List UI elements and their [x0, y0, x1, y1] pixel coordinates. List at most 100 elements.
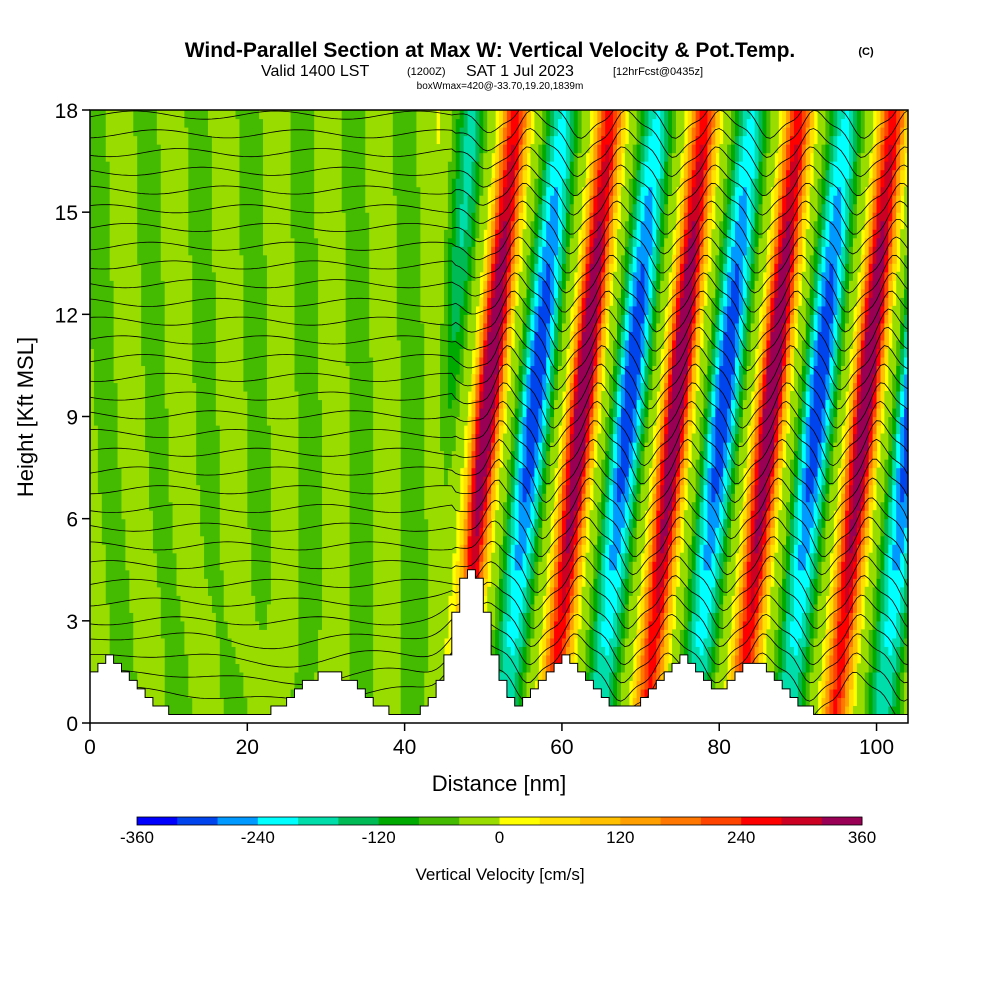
velocity-cell — [742, 254, 748, 298]
velocity-cell — [868, 280, 874, 298]
velocity-cell — [790, 135, 795, 162]
velocity-cell — [164, 407, 170, 723]
velocity-cell — [329, 110, 335, 723]
velocity-cell — [880, 144, 885, 171]
colorbar-swatch — [700, 817, 742, 825]
velocity-cell — [573, 348, 579, 358]
velocity-cell — [672, 110, 677, 154]
velocity-cell — [719, 476, 724, 503]
velocity-cell — [809, 127, 815, 154]
velocity-cell — [589, 467, 594, 486]
velocity-cell — [790, 271, 795, 298]
velocity-cell — [538, 178, 543, 205]
velocity-cell — [640, 322, 646, 358]
velocity-cell — [821, 144, 827, 179]
velocity-cell — [648, 254, 653, 298]
velocity-cell — [860, 339, 866, 349]
velocity-cell — [703, 373, 709, 409]
velocity-cell — [648, 561, 653, 588]
velocity-cell — [734, 161, 740, 188]
velocity-cell — [628, 595, 634, 682]
velocity-cell — [900, 373, 905, 392]
velocity-cell — [675, 297, 681, 315]
velocity-cell — [829, 322, 834, 358]
velocity-cell — [774, 110, 779, 154]
velocity-cell — [557, 459, 563, 477]
velocity-cell — [727, 407, 732, 443]
velocity-cell — [841, 305, 846, 332]
velocity-cell — [561, 229, 567, 264]
velocity-cell — [656, 178, 661, 230]
velocity-cell — [601, 271, 606, 298]
velocity-cell — [506, 493, 512, 520]
velocity-cell — [845, 663, 850, 682]
velocity-cell — [636, 220, 642, 247]
velocity-cell — [534, 305, 539, 332]
velocity-cell — [479, 407, 484, 511]
velocity-cell — [860, 561, 866, 579]
velocity-cell — [314, 110, 319, 239]
velocity-cell — [557, 246, 563, 281]
velocity-cell — [616, 348, 622, 375]
velocity-cell — [601, 390, 606, 460]
velocity-cell — [770, 510, 775, 528]
velocity-cell — [782, 127, 787, 145]
velocity-cell — [868, 203, 874, 222]
velocity-cell — [129, 612, 134, 723]
velocity-cell — [868, 484, 874, 503]
velocity-cell — [463, 348, 469, 426]
velocity-cell — [585, 297, 591, 409]
velocity-cell — [746, 110, 752, 120]
velocity-cell — [585, 280, 591, 298]
theta-contour — [90, 308, 908, 372]
velocity-cell — [550, 161, 555, 196]
velocity-cell — [495, 161, 500, 179]
velocity-cell — [821, 561, 827, 639]
velocity-cell — [731, 373, 736, 401]
theta-contour — [90, 400, 908, 467]
velocity-cell — [904, 373, 908, 409]
velocity-cell — [207, 135, 213, 596]
velocity-cell — [605, 501, 610, 545]
velocity-cell — [483, 578, 488, 596]
velocity-cell — [679, 263, 685, 281]
velocity-cell — [479, 152, 484, 196]
velocity-cell — [184, 654, 189, 723]
velocity-cell — [518, 416, 524, 435]
velocity-cell — [620, 356, 626, 375]
velocity-cell — [762, 612, 768, 639]
velocity-cell — [738, 586, 744, 613]
velocity-cell — [349, 110, 355, 723]
velocity-cell — [420, 322, 425, 723]
velocity-cell — [793, 450, 799, 477]
velocity-cell — [852, 416, 858, 435]
velocity-cell — [801, 612, 807, 647]
velocity-cell — [703, 169, 709, 196]
velocity-cell — [731, 195, 736, 222]
velocity-cell — [542, 629, 547, 656]
velocity-cell — [506, 297, 512, 315]
velocity-cell — [251, 110, 256, 596]
velocity-cell — [534, 561, 539, 596]
velocity-cell — [880, 501, 885, 537]
velocity-cell — [731, 246, 736, 281]
velocity-cell — [644, 612, 650, 639]
velocity-cell — [660, 373, 665, 392]
velocity-cell — [683, 144, 689, 162]
velocity-cell — [774, 442, 779, 460]
velocity-cell — [597, 127, 602, 145]
velocity-cell — [852, 110, 858, 162]
velocity-cell — [668, 110, 673, 154]
velocity-cell — [90, 110, 95, 349]
velocity-cell — [809, 288, 815, 315]
velocity-cell — [522, 467, 528, 503]
velocity-cell — [715, 127, 720, 154]
velocity-cell — [672, 254, 677, 281]
velocity-cell — [101, 544, 107, 723]
velocity-cell — [868, 671, 874, 723]
velocity-cell — [518, 467, 524, 571]
velocity-cell — [762, 297, 768, 315]
velocity-cell — [695, 161, 701, 256]
velocity-cell — [479, 331, 484, 349]
velocity-cell — [522, 501, 528, 554]
